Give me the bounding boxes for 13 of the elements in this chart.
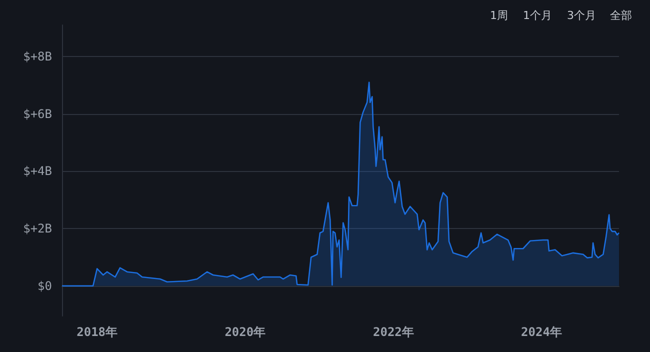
text: 1周	[490, 9, 508, 22]
x-tick-label: 2024年	[521, 325, 562, 339]
y-tick-label: $0	[38, 278, 52, 293]
x-tick-label: 2020年	[224, 325, 266, 339]
y-tick-label: $+6B	[23, 106, 52, 121]
y-tick-label: $+2B	[23, 222, 52, 236]
x-tick-label: 2018年	[76, 325, 118, 339]
x-tick-label: 2022年	[372, 325, 414, 339]
y-tick-label: $+8B	[23, 50, 52, 64]
text: 全部	[610, 9, 632, 22]
y-tick-label: $+4B	[23, 164, 52, 178]
text: 1个月	[523, 9, 552, 22]
text: 3个月	[567, 9, 596, 22]
